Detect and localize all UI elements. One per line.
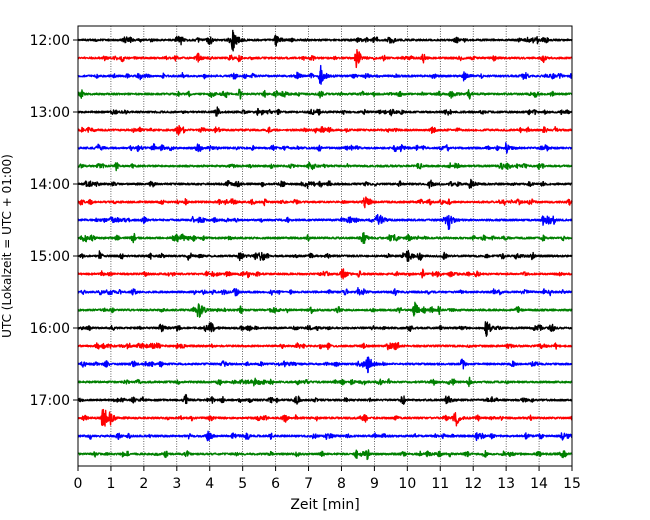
y-tick-label: 16:00 <box>30 321 70 337</box>
x-tick-label: 9 <box>370 476 379 492</box>
trace-16:30 <box>77 356 573 374</box>
trace-group <box>77 29 573 461</box>
x-axis-label: Zeit [min] <box>290 497 359 513</box>
x-tick-label: 2 <box>139 476 148 492</box>
trace-13:00 <box>77 106 573 117</box>
trace-14:15 <box>77 196 573 209</box>
x-tick-label: 12 <box>464 476 482 492</box>
x-tick-label: 3 <box>172 476 181 492</box>
trace-17:00 <box>77 393 573 405</box>
x-tick-label: 7 <box>304 476 313 492</box>
x-tick-label: 15 <box>563 476 581 492</box>
y-axis: 12:00 13:00 14:00 15:00 16:00 17:00 <box>30 33 78 409</box>
trace-13:15 <box>77 124 573 136</box>
trace-16:45 <box>77 376 573 388</box>
x-tick-label: 8 <box>337 476 346 492</box>
x-tick-label: 13 <box>497 476 515 492</box>
trace-12:45 <box>77 88 573 100</box>
trace-13:30 <box>77 142 573 154</box>
trace-13:45 <box>77 161 573 172</box>
trace-14:00 <box>77 178 573 189</box>
y-tick-label: 17:00 <box>30 393 70 409</box>
trace-12:00 <box>77 29 573 52</box>
trace-16:00 <box>77 321 573 337</box>
trace-17:15 <box>77 408 573 427</box>
trace-15:45 <box>77 301 573 318</box>
trace-15:00 <box>77 249 573 263</box>
trace-12:15 <box>77 49 573 69</box>
vertical-grid <box>110 26 540 466</box>
trace-15:15 <box>77 268 573 280</box>
y-tick-label: 14:00 <box>30 177 70 193</box>
y-tick-label: 12:00 <box>30 33 70 49</box>
trace-14:30 <box>77 213 573 231</box>
x-tick-label: 11 <box>431 476 449 492</box>
y-tick-label: 13:00 <box>30 105 70 121</box>
x-axis: 0 1 2 3 4 5 6 7 8 9 10 11 12 13 14 15 <box>74 466 581 492</box>
trace-17:45 <box>77 449 573 461</box>
x-tick-label: 1 <box>106 476 115 492</box>
trace-16:15 <box>77 341 573 351</box>
trace-14:45 <box>77 232 573 244</box>
x-tick-label: 4 <box>205 476 214 492</box>
x-tick-label: 6 <box>271 476 280 492</box>
x-tick-label: 10 <box>398 476 416 492</box>
trace-12:30 <box>77 64 573 85</box>
x-tick-label: 0 <box>74 476 83 492</box>
y-tick-label: 15:00 <box>30 249 70 265</box>
y-axis-label: UTC (Lokalzeit = UTC + 01:00) <box>0 154 14 338</box>
x-tick-label: 5 <box>238 476 247 492</box>
x-tick-label: 14 <box>530 476 548 492</box>
plot-frame <box>77 25 573 467</box>
trace-15:30 <box>77 287 573 297</box>
trace-17:30 <box>77 430 573 442</box>
